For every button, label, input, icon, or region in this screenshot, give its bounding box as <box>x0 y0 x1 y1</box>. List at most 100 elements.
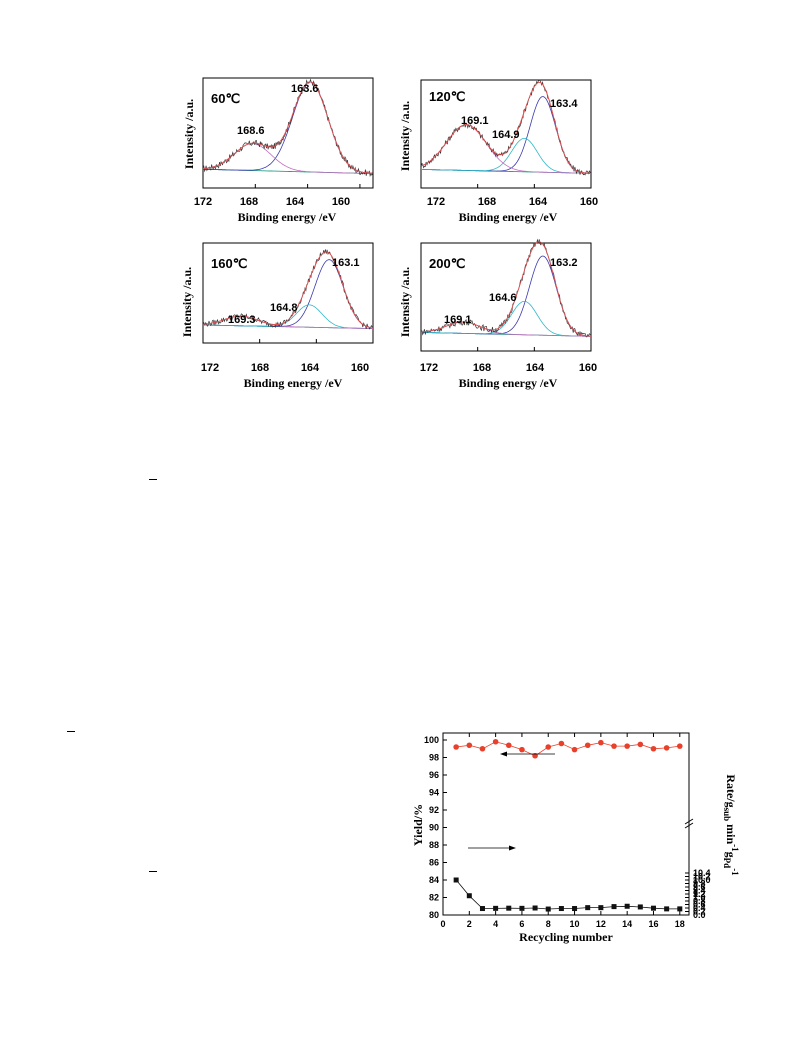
temperature-label: 160℃ <box>211 256 247 271</box>
y2-tick-label: 0.8 <box>693 896 706 906</box>
y2-tick-label: 0.6 <box>693 900 706 910</box>
xps-panel-120C: 120℃ 163.4 169.1 164.9 172 168 164 160 B… <box>398 79 598 224</box>
x-tick-label: 168 <box>240 196 258 208</box>
x-tick-label: 160 <box>332 196 350 208</box>
rate-point <box>466 893 472 899</box>
y-axis-label: Intensity /a.u. <box>398 101 412 171</box>
y-tick-label: 86 <box>429 858 439 868</box>
rate-point <box>624 903 630 909</box>
y2-label-part: Rate/g <box>724 774 738 807</box>
peak-label: 163.1 <box>332 257 360 269</box>
y2-axis-label: Rate/gsub min-1gPd-1 <box>722 774 740 876</box>
peak-label: 169.3 <box>228 314 256 326</box>
x-tick-label: 18 <box>675 919 685 929</box>
arrow-head <box>509 845 516 851</box>
rate-point <box>677 906 683 912</box>
peak-label: 163.4 <box>550 98 578 110</box>
y-tick-label: 80 <box>429 910 439 920</box>
x-tick-label: 168 <box>478 196 496 208</box>
y-tick-label: 92 <box>429 805 439 815</box>
rate-point <box>453 877 459 883</box>
yield-point <box>637 741 644 748</box>
x-axis-label: Binding energy /eV <box>459 210 558 224</box>
x-tick-label: 14 <box>622 919 632 929</box>
fit-envelope <box>420 81 591 174</box>
x-tick-label: 2 <box>467 919 472 929</box>
yield-point <box>545 744 552 750</box>
y-tick-label: 98 <box>429 753 439 763</box>
yield-point <box>519 746 525 753</box>
rate-point <box>598 905 604 911</box>
rate-point <box>637 904 643 910</box>
fit-envelope <box>202 81 373 174</box>
yield-point <box>584 742 591 749</box>
rate-point <box>479 906 485 912</box>
peak-label: 168.6 <box>237 125 265 137</box>
y2-tick-labels: 0.00.20.40.60.81.01.29.29.49.69.810.010.… <box>693 868 711 920</box>
x-tick-label: 164 <box>286 196 305 208</box>
data-series <box>453 738 683 912</box>
peak-label: 163.6 <box>291 83 319 95</box>
x-tick-label: 0 <box>440 919 445 929</box>
y2-tick-label: 0.4 <box>693 903 706 913</box>
xps-plot-60C <box>202 77 374 189</box>
series-arrows <box>468 751 555 851</box>
arrow-head <box>500 751 507 757</box>
x-tick-label: 16 <box>648 919 658 929</box>
peak-label: 164.9 <box>492 129 520 141</box>
stray-mark-2 <box>67 731 75 732</box>
yield-point <box>611 743 617 749</box>
x-tick-label: 160 <box>579 362 597 374</box>
x-tick-label: 8 <box>546 919 551 929</box>
peak-label: 163.2 <box>550 257 578 269</box>
fit-envelope <box>421 241 591 337</box>
y2-label-part: g <box>724 852 738 858</box>
rate-point <box>519 905 525 911</box>
y2-label-part: -1 <box>730 844 740 852</box>
y2-tick-label: 9.8 <box>693 879 706 889</box>
yield-point <box>676 743 683 749</box>
y-axis-label: Intensity /a.u. <box>180 267 194 337</box>
y-tick-label: 100 <box>424 735 439 745</box>
peak-label: 164.6 <box>489 292 517 304</box>
rate-point <box>545 906 551 912</box>
yield-point <box>558 740 565 747</box>
plot-frame <box>420 242 592 352</box>
y2-tick-label: 1.2 <box>693 889 706 899</box>
raw-spectrum <box>202 78 373 178</box>
yield-point <box>466 742 473 749</box>
y2-tick-label: 10.2 <box>693 872 711 882</box>
xps-plot-120C <box>420 79 592 189</box>
y2-tick-label: 0.0 <box>693 910 706 920</box>
yield-point <box>505 742 512 749</box>
x-tick-label: 164 <box>529 196 548 208</box>
plot-frame <box>420 79 592 189</box>
x-tick-label: 160 <box>351 362 369 374</box>
recycling-chart: 0 2 4 6 8 10 12 14 16 18 80828486889092949698100 … <box>411 732 740 944</box>
y-tick-label: 96 <box>429 770 439 780</box>
y2-label-part: sub <box>722 808 732 822</box>
tick-marks <box>442 733 689 916</box>
yield-point <box>492 738 499 745</box>
rate-point <box>650 905 656 911</box>
y-axis-label: Intensity /a.u. <box>398 267 412 337</box>
x-tick-label: 6 <box>519 919 524 929</box>
rate-point <box>664 906 670 912</box>
x-axis-label: Binding energy /eV <box>238 210 337 224</box>
rate-point <box>558 906 564 912</box>
x-tick-label: 172 <box>194 196 212 208</box>
rate-point <box>611 904 617 910</box>
y-tick-label: 94 <box>429 788 439 798</box>
y-tick-label: 82 <box>429 893 439 903</box>
x-tick-label: 172 <box>420 362 438 374</box>
x-tick-label: 12 <box>596 919 606 929</box>
x-tick-label: 168 <box>473 362 491 374</box>
x-tick-label: 164 <box>526 362 545 374</box>
y2-tick-label: 9.6 <box>693 882 706 892</box>
y2-tick-label: 9.4 <box>693 886 706 896</box>
y-tick-label: 84 <box>429 875 439 885</box>
xps-plot-160C <box>202 242 374 344</box>
yield-point <box>453 744 459 750</box>
x-tick-label: 4 <box>493 919 498 929</box>
